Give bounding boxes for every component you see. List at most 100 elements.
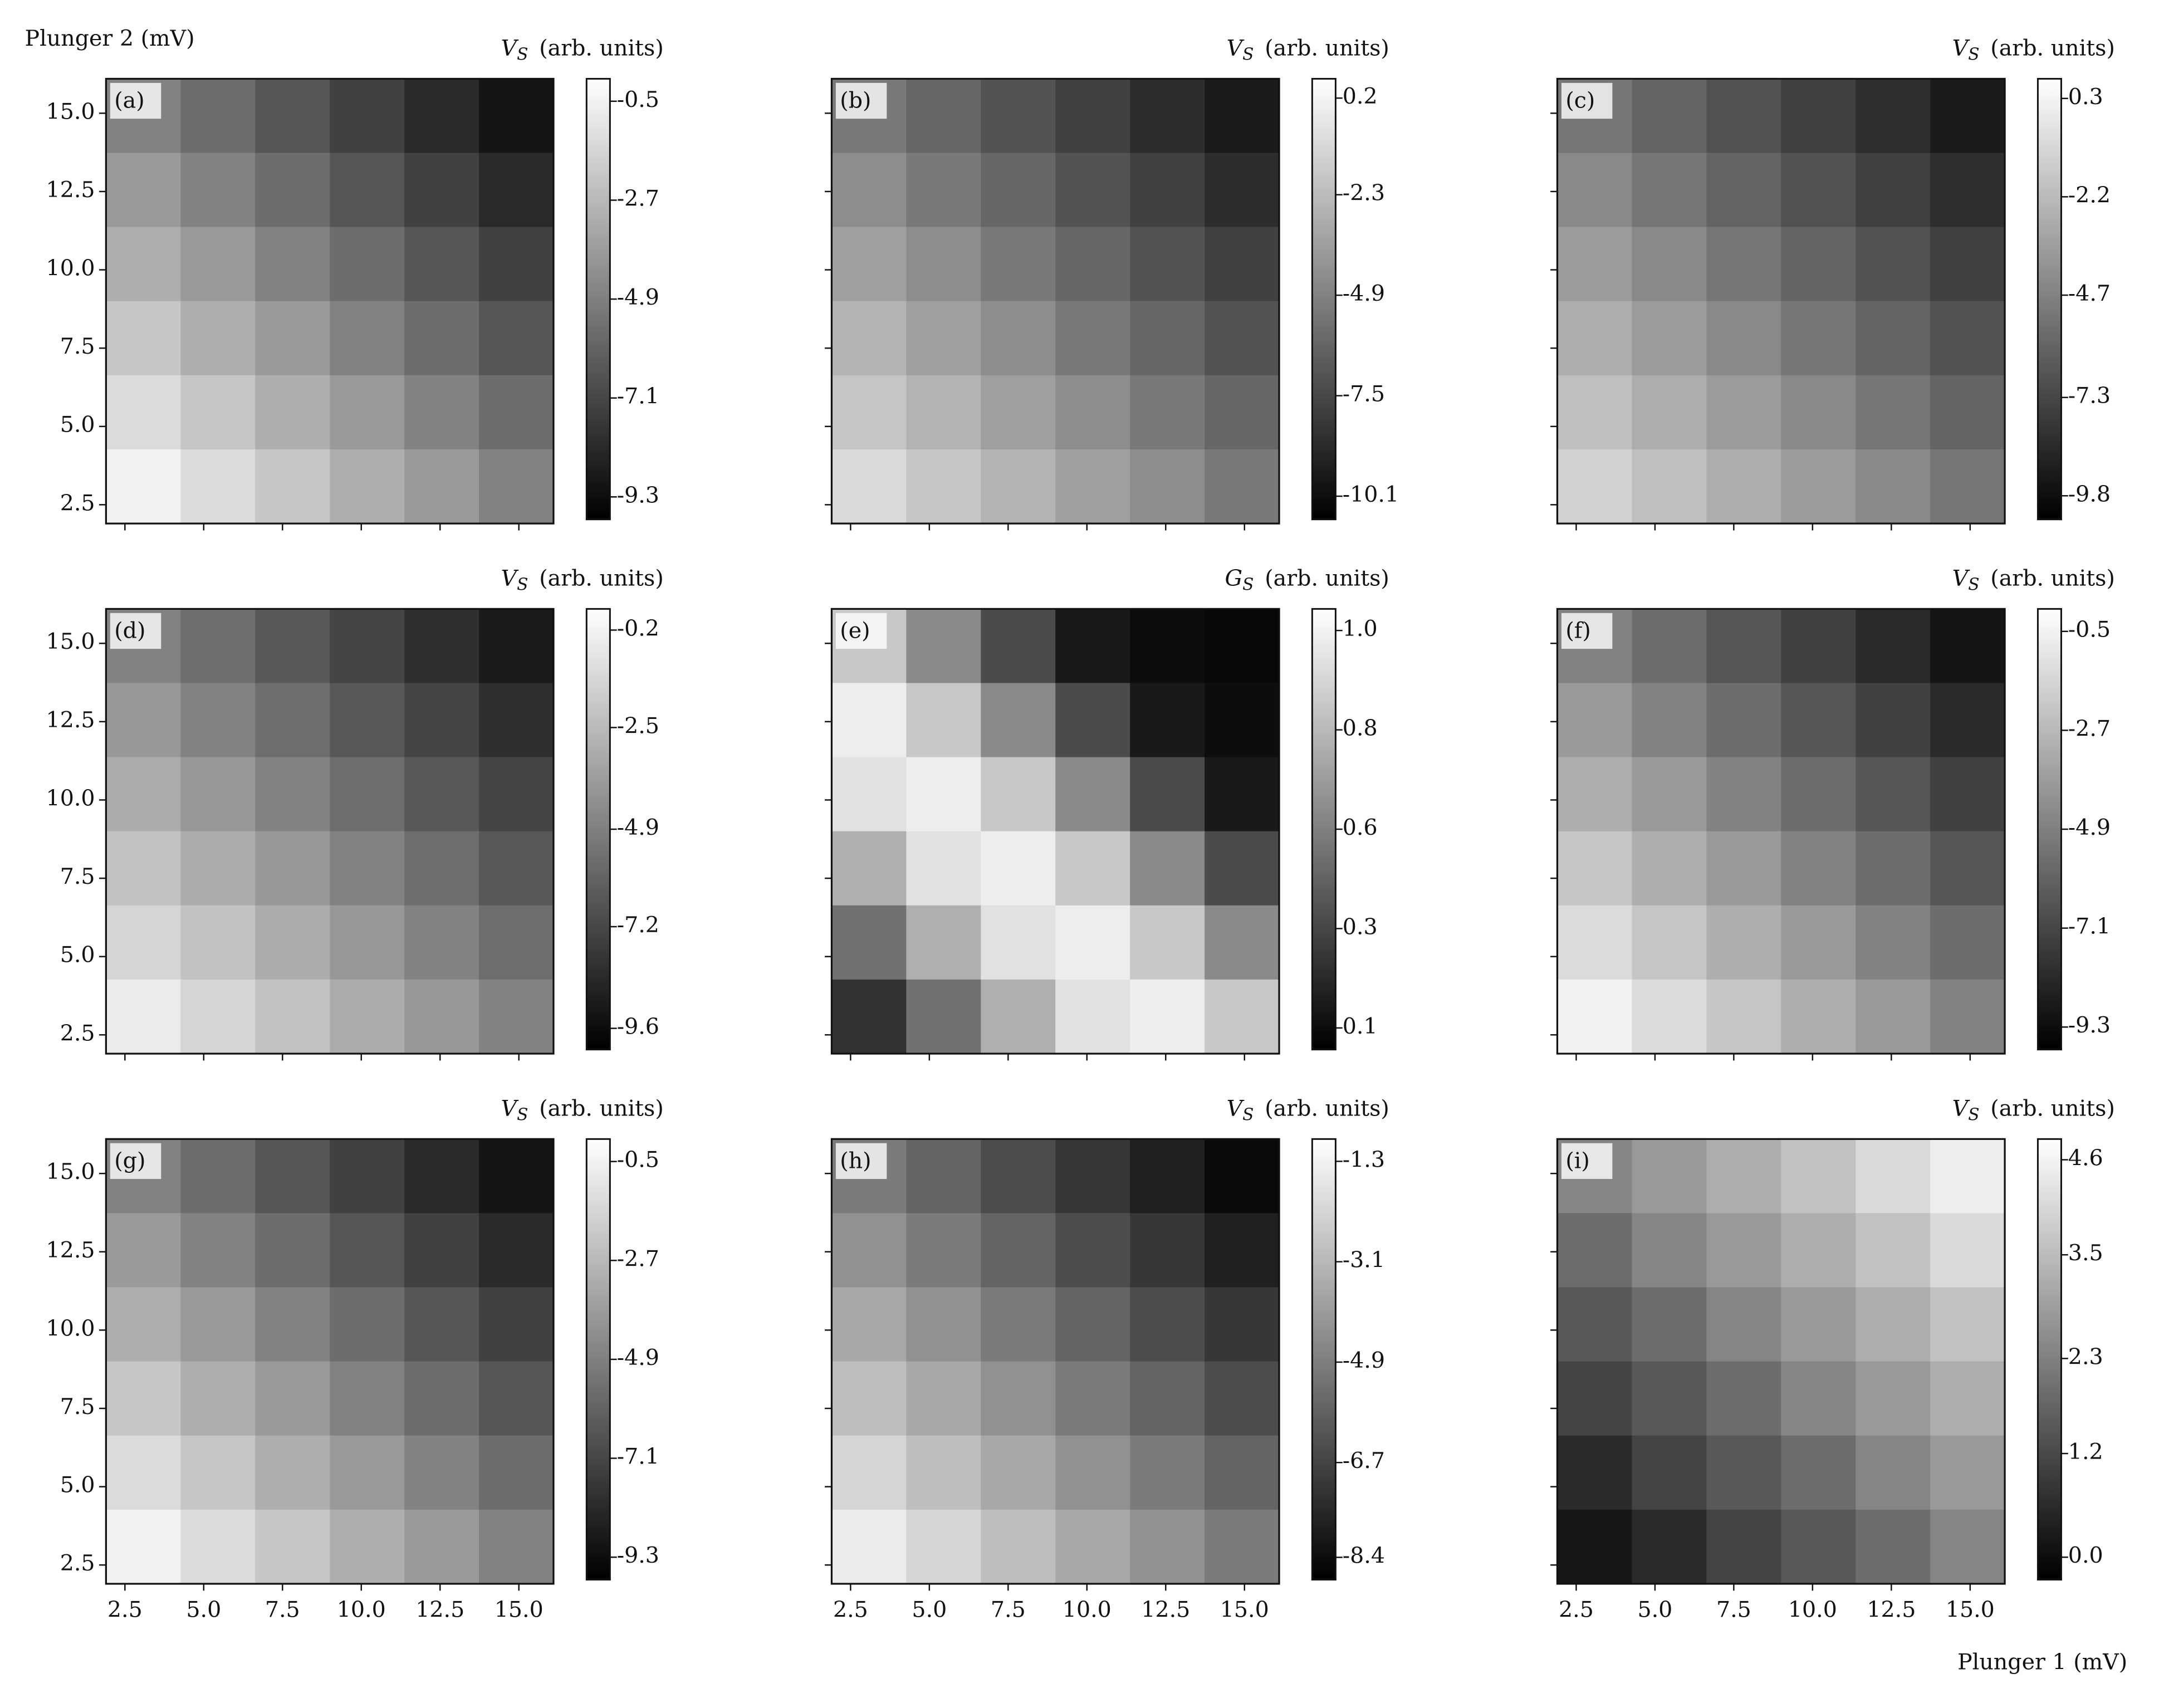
heatmap-cell — [1706, 153, 1782, 228]
heatmap-cell — [1930, 905, 2006, 981]
colorbar-symbol: V — [501, 1095, 519, 1121]
heatmap-cell — [1130, 1287, 1206, 1362]
heatmap-cell — [180, 905, 256, 981]
colorbar-tick-label: -9.3 — [2068, 1012, 2111, 1038]
colorbar-symbol: V — [1952, 36, 1970, 61]
heatmap-cell — [479, 905, 555, 981]
colorbar-subscript: S — [1968, 574, 1979, 594]
heatmap-cell — [1632, 375, 1707, 451]
colorbar-title: VS (arb. units) — [501, 36, 664, 64]
heatmap-cell — [831, 905, 907, 981]
heatmap-cell — [1632, 1361, 1707, 1436]
heatmap-cell — [1557, 1509, 1633, 1585]
panel-label: (a) — [114, 87, 144, 113]
heatmap-cell — [981, 831, 1056, 907]
heatmap-cell — [1706, 301, 1782, 376]
colorbar-tick-label: 0.6 — [1343, 815, 1378, 840]
heatmap-cell — [1632, 79, 1707, 154]
colorbar-tick-label: -9.3 — [617, 1543, 659, 1568]
colorbar-tick-label: -0.5 — [2068, 617, 2111, 643]
heatmap-cell — [906, 227, 982, 302]
heatmap-cell — [831, 1361, 907, 1436]
heatmap-cell — [1706, 1213, 1782, 1288]
heatmap-cell — [831, 153, 907, 228]
heatmap-cell — [981, 1287, 1056, 1362]
heatmap-cell — [255, 831, 331, 907]
heatmap-cell — [1706, 449, 1782, 525]
colorbar-symbol: V — [1227, 1095, 1245, 1121]
colorbar-tick-label: -7.1 — [617, 1444, 659, 1470]
heatmap-cell — [1930, 1139, 2006, 1214]
heatmap-cell — [906, 1139, 982, 1214]
heatmap-cell — [1632, 153, 1707, 228]
heatmap-cell — [180, 757, 256, 832]
colorbar-tick-label: -9.8 — [2068, 481, 2111, 507]
colorbar-tick-label: 0.0 — [2068, 1543, 2103, 1568]
panel: (d) 2.5 5.0 7.5 10.0 12.5 15.0 -0.2 -2.5 -4.9 -7.2… — [46, 565, 664, 1061]
colorbar-symbol: V — [1952, 1095, 1970, 1121]
heatmap-cell — [1781, 979, 1857, 1055]
heatmap-cell — [404, 1435, 480, 1511]
heatmap-cell — [180, 227, 256, 302]
heatmap-cell — [831, 757, 907, 832]
x-tick-label: 15.0 — [1220, 1597, 1269, 1622]
axes-frame — [830, 608, 1280, 1055]
heatmap-cell — [479, 831, 555, 907]
heatmap-cell — [1781, 683, 1857, 758]
heatmap-cell — [404, 1139, 480, 1214]
colorbar-title: VS (arb. units) — [1227, 36, 1389, 64]
heatmap-cell — [906, 831, 982, 907]
heatmap-cell — [1205, 757, 1280, 832]
heatmap-cell — [1632, 831, 1707, 907]
heatmap-cell — [981, 1509, 1056, 1585]
y-tick-label: 15.0 — [46, 1159, 95, 1185]
heatmap-cell — [106, 905, 182, 981]
colorbar-tick-label: -7.1 — [2068, 914, 2111, 939]
heatmap-cell — [1557, 757, 1633, 832]
heatmap-cell — [981, 153, 1056, 228]
panel: (g) 2.5 5.0 7.5 10.0 12.5 15.0 2.5 5.0 7.5 10.0 12.… — [46, 1095, 664, 1622]
heatmap-cell — [180, 1435, 256, 1511]
heatmap-cell — [1557, 153, 1633, 228]
heatmap-cell — [106, 1361, 182, 1436]
heatmap-cell — [404, 609, 480, 684]
colorbar-tick-label: -9.6 — [617, 1014, 659, 1040]
heatmap-cell — [1055, 683, 1131, 758]
colorbar-title: VS (arb. units) — [1952, 36, 2115, 64]
axes-frame — [1556, 1138, 2006, 1585]
heatmap-cell — [180, 979, 256, 1055]
colorbar-tick-label: 0.3 — [2068, 84, 2103, 110]
heatmap-cell — [1632, 227, 1707, 302]
heatmap-cell — [330, 301, 405, 376]
heatmap-cell — [255, 609, 331, 684]
heatmap-cell — [404, 449, 480, 525]
heatmap-cell — [1205, 449, 1280, 525]
heatmap-cell — [981, 1139, 1056, 1214]
heatmap-cell — [1856, 301, 1931, 376]
heatmap-cell — [1205, 831, 1280, 907]
heatmap-cell — [330, 1361, 405, 1436]
y-tick-label: 10.0 — [46, 785, 95, 811]
heatmap-cell — [906, 1361, 982, 1436]
heatmap-cell — [1930, 1213, 2006, 1288]
heatmap-cell — [180, 449, 256, 525]
heatmap-cell — [404, 757, 480, 832]
heatmap-cell — [1781, 905, 1857, 981]
heatmap-cell — [479, 1287, 555, 1362]
heatmap-cell — [255, 1435, 331, 1511]
heatmap-cell — [1205, 979, 1280, 1055]
heatmap-cell — [1557, 831, 1633, 907]
heatmap-cell — [1055, 1139, 1131, 1214]
heatmap-cell — [479, 375, 555, 451]
heatmap-cell — [330, 831, 405, 907]
heatmap-cell — [1856, 757, 1931, 832]
heatmap-cell — [255, 1361, 331, 1436]
heatmap-cell — [1557, 1213, 1633, 1288]
colorbar-tick-label: -7.3 — [2068, 383, 2111, 409]
heatmap-cell — [1130, 1361, 1206, 1436]
heatmap-cell — [1856, 831, 1931, 907]
heatmap-cell — [404, 1213, 480, 1288]
heatmap-cell — [255, 301, 331, 376]
heatmap-cell — [1557, 905, 1633, 981]
heatmap-cell — [831, 301, 907, 376]
